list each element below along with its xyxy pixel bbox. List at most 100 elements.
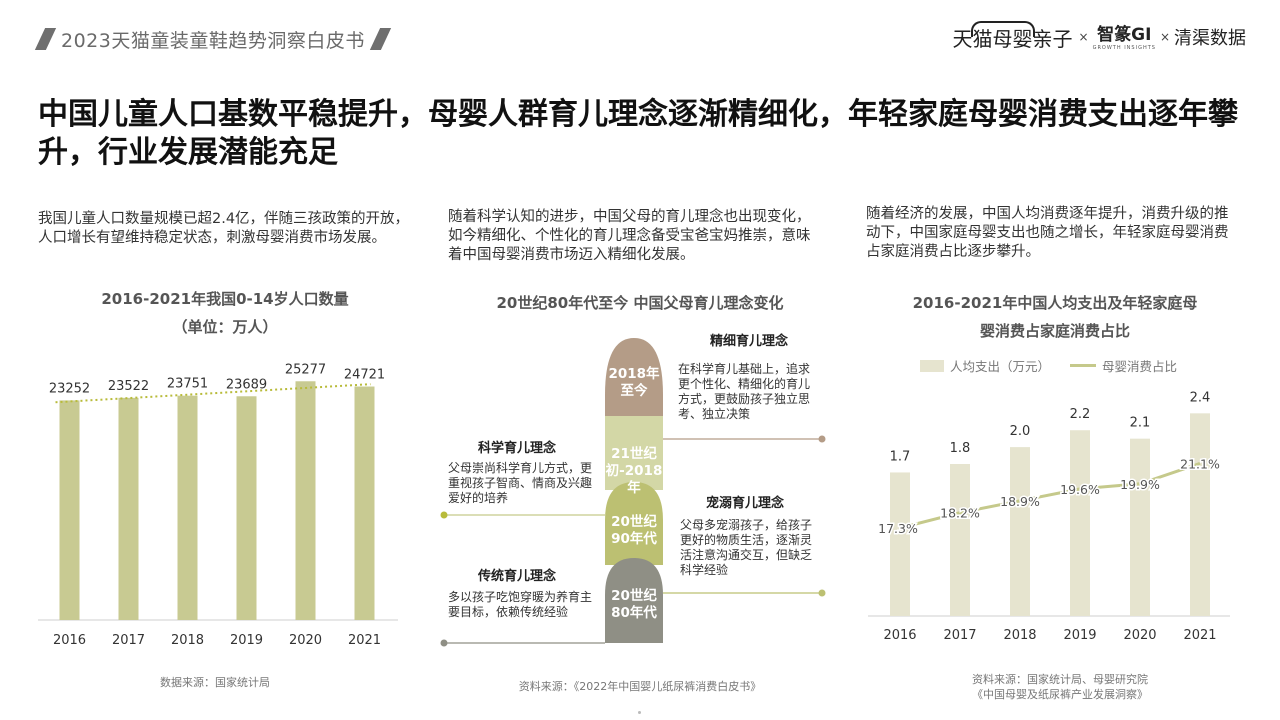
era-2018-segment [605, 338, 663, 418]
era-1990s-segment [605, 482, 663, 565]
line-label-2020: 19.9% [1120, 477, 1160, 492]
data-label-2017: 23522 [108, 379, 149, 394]
data-label-2019: 23689 [226, 377, 267, 392]
bar-label-2018: 2.0 [1010, 424, 1031, 439]
bar-2018 [177, 395, 198, 620]
stage-traditional-title: 传统育儿理念 [478, 569, 557, 584]
diagram-source: 资料来源：《2022年中国婴儿纸尿裤消费白皮书》 [518, 680, 762, 693]
era-2000s-segment [605, 416, 663, 490]
data-label-2016: 23252 [49, 381, 90, 396]
x-tick-2018: 2018 [171, 633, 204, 648]
left-chart-title: 2016-2021年我国0-14岁人口数量 [101, 290, 349, 308]
bar-2021 [1190, 413, 1210, 616]
x-tick-2016: 2016 [53, 633, 86, 648]
bar-label-2016: 1.7 [890, 449, 911, 464]
bar-label-2017: 1.8 [950, 441, 971, 456]
stage-fine-title: 精细育儿理念 [710, 334, 789, 349]
bar-label-2020: 2.1 [1130, 416, 1151, 431]
bar-2017 [118, 397, 139, 620]
bar-2020 [1130, 438, 1150, 616]
left-chart-source: 数据来源：国家统计局 [160, 676, 270, 689]
brand-logos: 天猫母婴亲子 × 智篆GI GROWTH INSIGHTS × 清渠数据 [951, 14, 1246, 60]
line-label-2016: 17.3% [878, 521, 918, 536]
bar-2019 [1070, 430, 1090, 616]
trend-line [55, 383, 371, 404]
era-1980s-segment [605, 558, 663, 643]
data-label-2021: 24721 [344, 368, 385, 383]
right-chart-source-line2: 《中国母婴及纸尿裤产业发展洞察》 [972, 688, 1148, 701]
era-label-2000s: 21世纪初-2018年 [605, 446, 663, 496]
fine-connector-dot [818, 435, 826, 443]
right-chart-legend: 人均支出（万元） 母婴消费占比 [920, 356, 1177, 375]
x-tick-2020: 2020 [289, 633, 322, 648]
x-tick-2016: 2016 [883, 628, 916, 643]
right-chart-source: 资料来源：国家统计局、母婴研究院 《中国母婴及纸尿裤产业发展洞察》 [880, 672, 1240, 702]
stage-traditional-desc: 多以孩子吃饱穿暖为养育主要目标，依赖传统经验 [448, 590, 593, 619]
data-label-2018: 23751 [167, 377, 208, 392]
zhizhuan-logo: 智篆GI GROWTH INSIGHTS [1093, 24, 1156, 51]
era-label-2018: 2018年至今 [608, 366, 660, 399]
diagram-connectors [440, 338, 826, 647]
right-combo-chart: 1.7 2016 1.8 2017 2.0 2018 2.2 2019 2.1 2020 2.4 20… [868, 390, 1230, 643]
share-line [899, 461, 1201, 530]
zhizhuan-brand-text: 智篆GI [1097, 24, 1152, 45]
legend-bar-label: 人均支出（万元） [950, 359, 1051, 374]
stage-fine-desc: 在科学育儿基础上，追求更个性化、精细化的育儿方式，更鼓励孩子独立思考、独立决策 [678, 362, 811, 421]
bar-2021 [354, 386, 375, 620]
tmall-cat-icon [970, 20, 1035, 37]
x-tick-2017: 2017 [112, 633, 145, 648]
bar-2018 [1010, 447, 1030, 616]
legend-line-label: 母婴消费占比 [1102, 359, 1178, 374]
bar-label-2019: 2.2 [1070, 407, 1091, 422]
right-chart-title-line1: 2016-2021年中国人均支出及年轻家庭母 [912, 294, 1198, 312]
legend-bar-swatch [920, 359, 944, 372]
page-indicator-dot [638, 711, 641, 714]
right-chart-title-line2: 婴消费占家庭消费占比 [979, 322, 1130, 340]
slash-mark [34, 28, 57, 50]
brand-separator: × [1159, 30, 1170, 44]
zhizhuan-brand-subtext: GROWTH INSIGHTS [1092, 44, 1156, 51]
traditional-connector-dot [440, 639, 448, 647]
x-tick-2019: 2019 [230, 633, 263, 648]
brand-separator: × [1078, 30, 1089, 44]
slash-mark [369, 28, 391, 50]
x-tick-2020: 2020 [1123, 628, 1156, 643]
left-chart-subtitle: （单位：万人） [172, 318, 278, 336]
stage-spoil-title: 宠溺育儿理念 [706, 496, 785, 511]
line-label-2017: 18.2% [940, 506, 980, 521]
x-tick-2021: 2021 [348, 633, 381, 648]
report-tag: 2023天猫童装童鞋趋势洞察白皮书 [34, 22, 392, 56]
bar-2019 [236, 396, 257, 620]
line-label-2021: 21.1% [1180, 456, 1220, 471]
tmall-logo: 天猫母婴亲子 [951, 20, 1075, 52]
x-tick-2021: 2021 [1183, 628, 1216, 643]
bar-2020 [295, 381, 316, 620]
bar-2016 [59, 400, 80, 620]
intro-left: 我国儿童人口数量规模已超2.4亿，伴随三孩政策的开放，人口增长有望维持稳定状态，… [38, 211, 410, 246]
qingqu-brand-text: 清渠数据 [1174, 28, 1246, 49]
era-label-1980s: 20世纪80年代 [611, 588, 657, 621]
bar-2016 [890, 472, 910, 616]
bar-2017 [950, 464, 970, 616]
era-label-1990s: 20世纪90年代 [611, 514, 657, 547]
line-label-2019: 19.6% [1060, 482, 1100, 497]
page-headline: 中国儿童人口基数平稳提升，母婴人群育儿理念逐渐精细化，年轻家庭母婴消费支出逐年攀… [38, 97, 1238, 170]
stage-spoil-desc: 父母多宠溺孩子，给孩子更好的物质生活，逐渐灵活注意沟通交互，但缺乏科学经验 [680, 518, 813, 577]
report-title: 2023天猫童装童鞋趋势洞察白皮书 [61, 29, 365, 52]
x-tick-2018: 2018 [1003, 628, 1036, 643]
legend-line-swatch [1070, 364, 1097, 367]
right-chart-source-line1: 资料来源：国家统计局、母婴研究院 [972, 673, 1148, 686]
data-label-2020: 25277 [285, 362, 326, 377]
stage-science-title: 科学育儿理念 [478, 441, 557, 456]
stage-science-desc: 父母崇尚科学育儿方式，更重视孩子智商、情商及兴趣爱好的培养 [448, 461, 593, 505]
line-label-2018: 18.9% [1000, 494, 1040, 509]
left-bar-chart: 23252 2016 23522 2017 23751 2018 23689 2019 2527… [38, 362, 398, 648]
x-tick-2017: 2017 [943, 628, 976, 643]
intro-middle: 随着科学认知的进步，中国父母的育儿理念也出现变化，如今精细化、个性化的育儿理念备… [448, 209, 811, 263]
science-connector-dot [440, 511, 448, 519]
spoil-connector-dot [818, 589, 826, 597]
diagram-title: 20世纪80年代至今 中国父母育儿理念变化 [496, 294, 784, 312]
bar-label-2021: 2.4 [1190, 390, 1211, 405]
intro-right: 随着经济的发展，中国人均消费逐年提升，消费升级的推动下，中国家庭母婴支出也随之增… [866, 206, 1229, 260]
x-tick-2019: 2019 [1063, 628, 1096, 643]
